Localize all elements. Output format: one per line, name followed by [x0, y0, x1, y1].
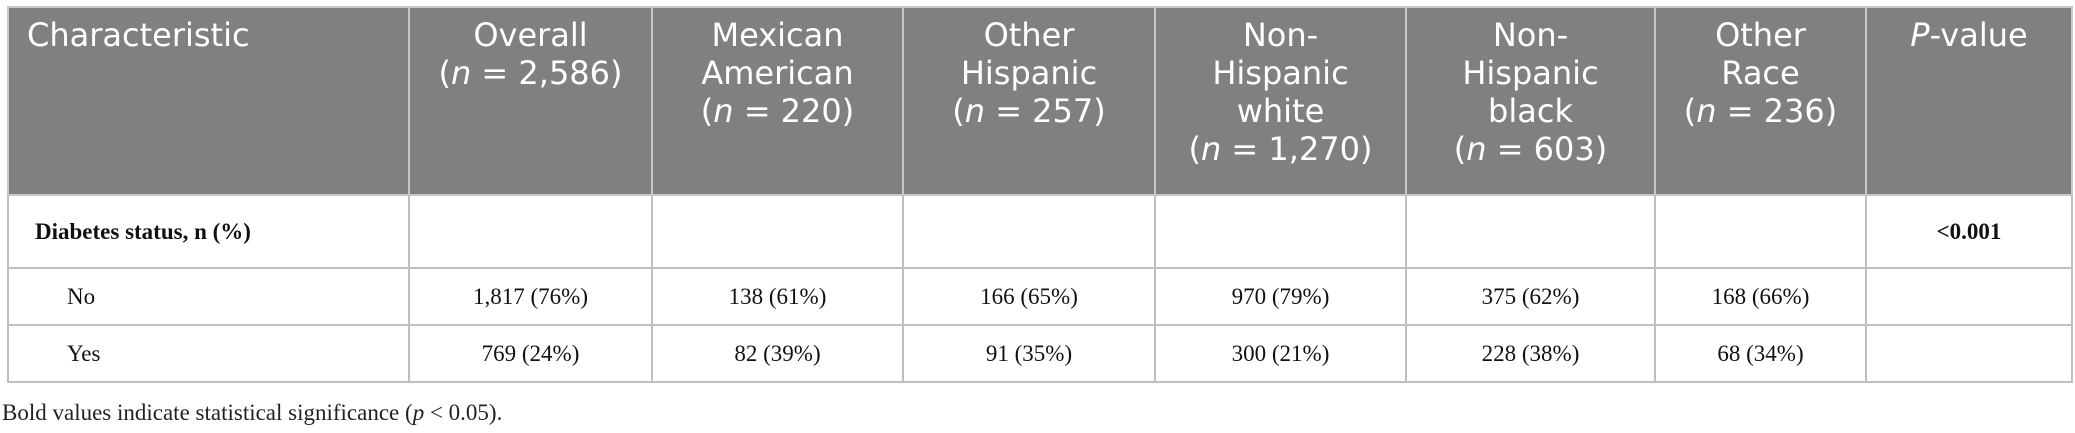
header-cell: Mexican American (n = 220) [651, 6, 904, 196]
cell: 1,817 (76%) [408, 267, 653, 326]
empty-cell [902, 194, 1156, 269]
empty-cell [1865, 267, 2073, 326]
header-row: Characteristic Overall (n = 2,586) Mexican A… [7, 6, 2073, 196]
header-line: Overall [473, 16, 588, 54]
header-line: (n = 236) [1683, 92, 1838, 130]
header-line: Other [1715, 16, 1806, 54]
header-cell: Other Race (n = 236) [1654, 6, 1867, 196]
cell: 769 (24%) [408, 324, 653, 383]
header-line: P-value [1910, 16, 2028, 54]
header-line: Hispanic [1462, 54, 1599, 92]
cell: 375 (62%) [1405, 267, 1656, 326]
row-label: Yes [7, 324, 410, 383]
empty-cell [1405, 194, 1656, 269]
cell: 970 (79%) [1154, 267, 1407, 326]
header-line: (n = 220) [700, 92, 855, 130]
p-value-cell: <0.001 [1865, 194, 2073, 269]
cell: 228 (38%) [1405, 324, 1656, 383]
header-line: Race [1721, 54, 1800, 92]
cell: 138 (61%) [651, 267, 904, 326]
cell: 82 (39%) [651, 324, 904, 383]
cell: 91 (35%) [902, 324, 1156, 383]
cell: 168 (66%) [1654, 267, 1867, 326]
data-table: Characteristic Overall (n = 2,586) Mexican A… [7, 6, 2073, 383]
header-line: (n = 257) [952, 92, 1106, 130]
header-line: Mexican [711, 16, 844, 54]
footnote: Bold values indicate statistical signifi… [2, 400, 503, 425]
cell: 68 (34%) [1654, 324, 1867, 383]
row-label: Diabetes status, n (%) [7, 194, 410, 269]
empty-cell [1865, 324, 2073, 383]
empty-cell [1654, 194, 1867, 269]
table-row: No 1,817 (76%) 138 (61%) 166 (65%) 970 (79%)… [7, 267, 2073, 326]
header-line: (n = 1,270) [1188, 130, 1373, 168]
header-cell: Overall (n = 2,586) [408, 6, 653, 196]
empty-cell [408, 194, 653, 269]
table-body: Diabetes status, n (%) <0.001 No 1,817 (76%… [7, 194, 2073, 383]
header-line: Non- [1492, 16, 1569, 54]
header-line: American [701, 54, 854, 92]
header-cell: Characteristic [7, 6, 410, 196]
header-line: (n = 2,586) [438, 54, 623, 92]
header-line: Other [983, 16, 1075, 54]
header-cell: Non- Hispanic white (n = 1,270) [1154, 6, 1407, 196]
header-line: Non- [1242, 16, 1319, 54]
header-cell: Other Hispanic (n = 257) [902, 6, 1156, 196]
header-line: black [1488, 92, 1573, 130]
header-line: white [1236, 92, 1325, 130]
header-line: Hispanic [1212, 54, 1349, 92]
header-line: Hispanic [960, 54, 1098, 92]
empty-cell [1154, 194, 1407, 269]
table-row: Diabetes status, n (%) <0.001 [7, 194, 2073, 269]
header-line: Characteristic [27, 16, 250, 54]
header-line: (n = 603) [1453, 130, 1608, 168]
cell: 300 (21%) [1154, 324, 1407, 383]
header-cell: P-value [1865, 6, 2073, 196]
table-row: Yes 769 (24%) 82 (39%) 91 (35%) 300 (21%) 228… [7, 324, 2073, 383]
row-label: No [7, 267, 410, 326]
cell: 166 (65%) [902, 267, 1156, 326]
header-cell: Non- Hispanic black (n = 603) [1405, 6, 1656, 196]
empty-cell [651, 194, 904, 269]
